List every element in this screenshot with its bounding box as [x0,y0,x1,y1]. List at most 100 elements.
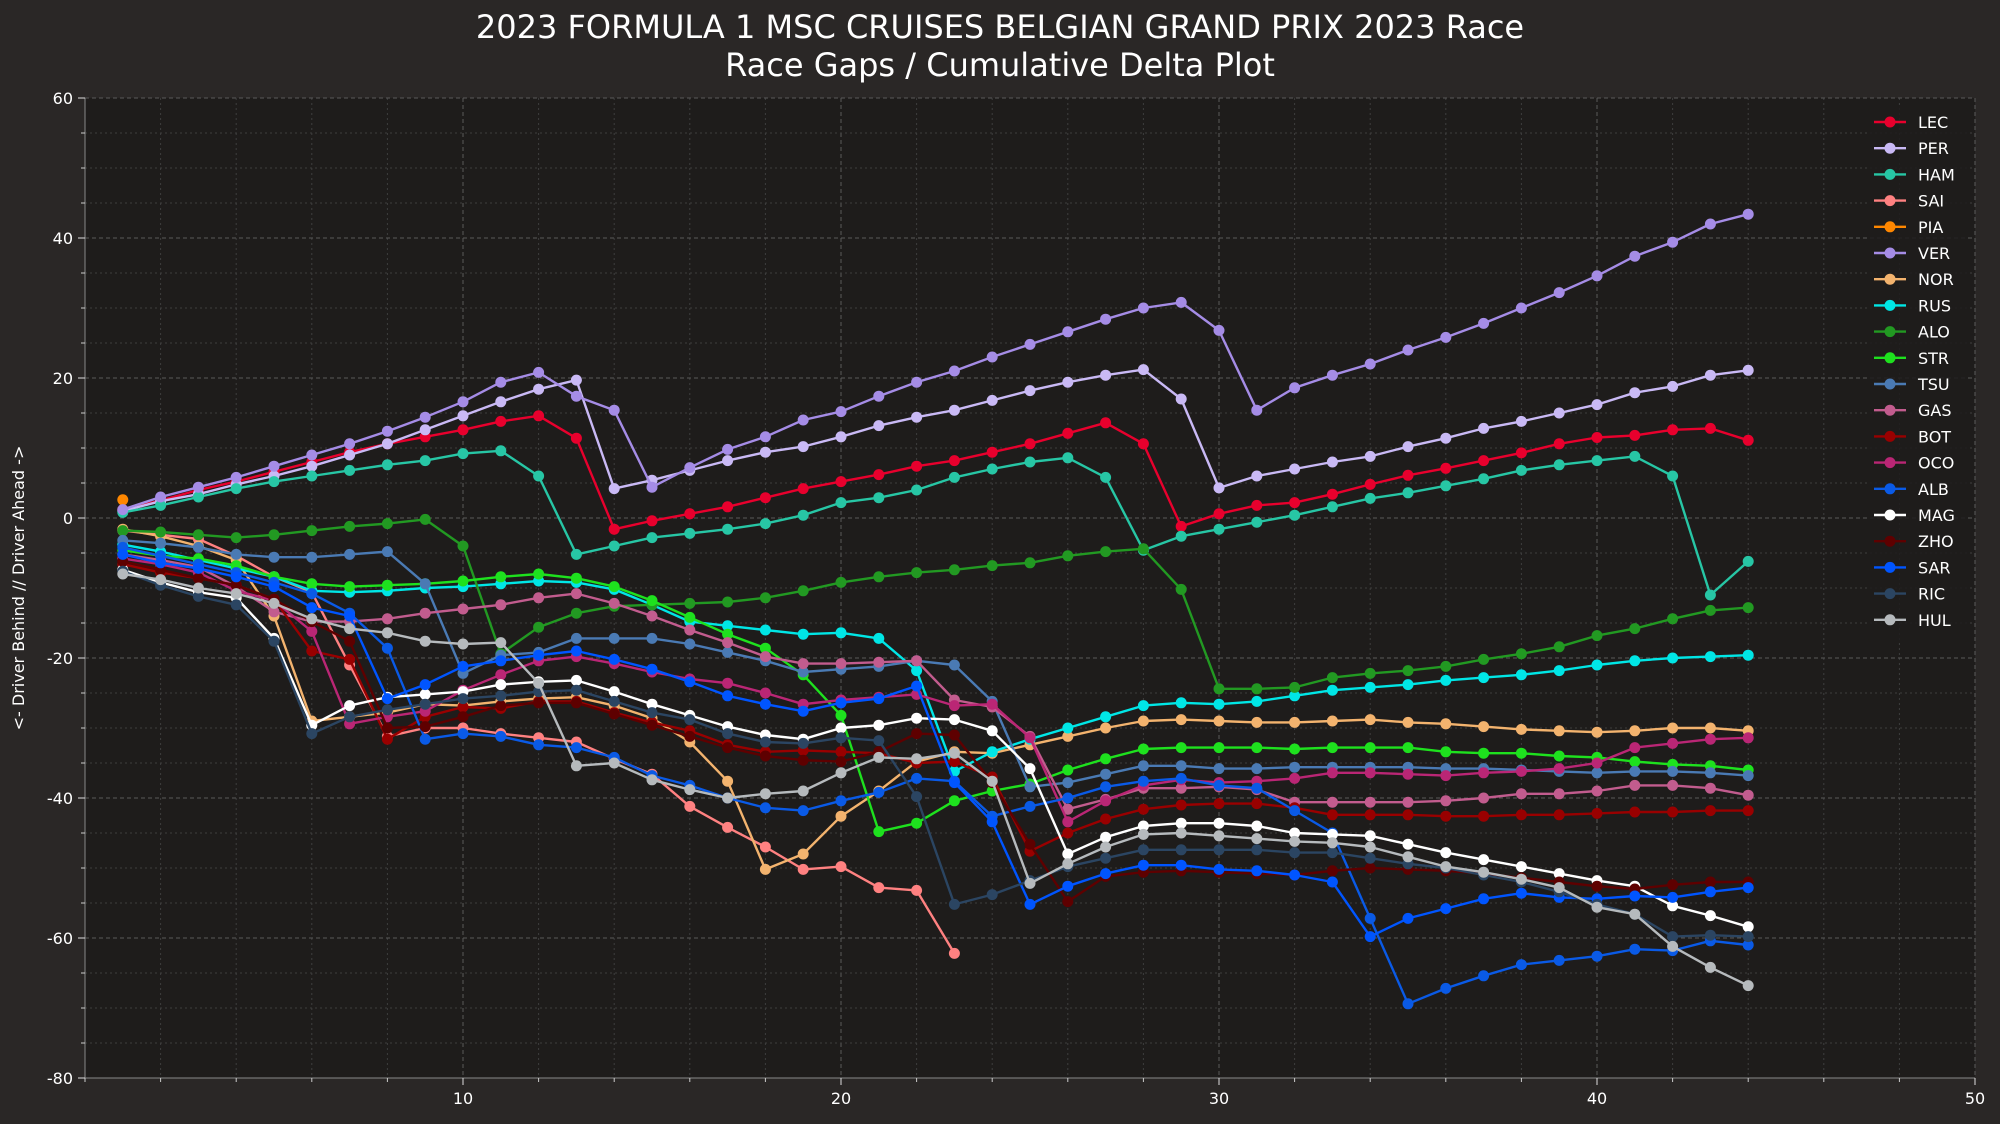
data-point-tsu [381,546,393,558]
data-point-ham [835,497,847,509]
data-point-zho [1591,880,1603,892]
data-point-alo [1326,672,1338,684]
data-point-ham [873,492,885,504]
data-point-mag [1100,831,1112,843]
data-point-mag [1440,847,1452,859]
data-point-per [1704,369,1716,381]
legend-marker [1884,483,1896,495]
data-point-tsu [1213,763,1225,775]
data-point-rus [1062,722,1074,734]
data-point-str [759,642,771,654]
legend-marker [1884,195,1896,207]
data-point-oco [759,687,771,699]
data-point-ver [1704,218,1716,230]
series-line-alb [122,546,1749,1005]
data-point-rus [1440,674,1452,686]
data-point-alo [684,597,696,609]
data-point-per [1062,376,1074,388]
data-point-ver [1251,404,1263,416]
data-point-lec [1440,462,1452,474]
legend-marker [1884,614,1896,626]
data-point-alo [1100,546,1112,558]
data-point-alb [1175,772,1187,784]
data-point-oco [306,625,318,637]
data-point-hul [1213,830,1225,842]
data-point-gas [684,624,696,636]
data-point-sai [797,863,809,875]
data-point-oco [1478,767,1490,779]
data-point-alo [1478,653,1490,665]
data-point-alo [1062,550,1074,562]
data-point-oco [1553,763,1565,775]
data-point-oco [1667,737,1679,749]
data-point-gas [1742,789,1754,801]
data-point-sar [268,581,280,593]
data-point-zho [533,697,545,709]
data-point-ric [1742,931,1754,943]
chart-subtitle: Race Gaps / Cumulative Delta Plot [725,46,1275,84]
data-point-bot [1704,805,1716,817]
data-point-ham [1024,456,1036,468]
data-point-alb [1478,970,1490,982]
series-ver [117,208,1754,516]
data-point-mag [1251,820,1263,832]
data-point-gas [1629,779,1641,791]
data-point-mag [1137,820,1149,832]
data-point-zho [911,728,923,740]
data-point-mag [1402,838,1414,850]
legend-label: OCO [1918,454,1954,473]
data-point-nor [1515,723,1527,735]
data-point-str [1137,743,1149,755]
data-point-ric [419,698,431,710]
data-point-per [1326,456,1338,468]
data-point-sar [570,645,582,657]
data-point-gas [533,592,545,604]
data-point-alb [419,733,431,745]
data-point-lec [1251,499,1263,511]
data-point-ver [1591,270,1603,282]
data-point-alb [495,730,507,742]
data-point-rus [1175,697,1187,709]
data-point-hul [117,568,129,580]
data-point-sar [684,676,696,688]
data-point-alb [1591,950,1603,962]
data-point-per [1137,364,1149,376]
data-point-ham [155,499,167,511]
data-point-ham [570,548,582,560]
data-point-tsu [155,537,167,549]
data-point-bot [457,701,469,713]
legend-label: BOT [1918,427,1951,446]
data-point-oco [722,677,734,689]
data-point-zho [1326,865,1338,877]
data-point-bot [1213,798,1225,810]
data-point-lec [911,460,923,472]
data-point-per [1591,399,1603,411]
data-point-lec [495,415,507,427]
data-point-oco [1742,732,1754,744]
data-point-alo [570,607,582,619]
data-point-alo [1591,630,1603,642]
data-point-alo [1213,683,1225,695]
data-point-mag [1062,848,1074,860]
data-point-bot [835,746,847,758]
data-point-hul [986,775,998,787]
data-point-sar [1515,887,1527,899]
data-point-ric [797,737,809,749]
data-point-ric [948,898,960,910]
legend-marker [1884,588,1896,600]
data-point-nor [1213,715,1225,727]
data-point-sai [684,800,696,812]
data-point-str [570,572,582,584]
series-hul [117,568,1754,992]
legend-marker [1884,247,1896,259]
data-point-per [986,394,998,406]
legend-item-mag: MAG [1874,506,1955,525]
data-point-ver [684,462,696,474]
data-point-ham [1213,523,1225,535]
data-point-hul [1515,873,1527,885]
series-line-oco [122,557,1749,823]
data-point-sar [117,548,129,560]
data-point-ver [381,425,393,437]
legend-item-bot: BOT [1874,427,1951,446]
data-point-bot [344,653,356,665]
